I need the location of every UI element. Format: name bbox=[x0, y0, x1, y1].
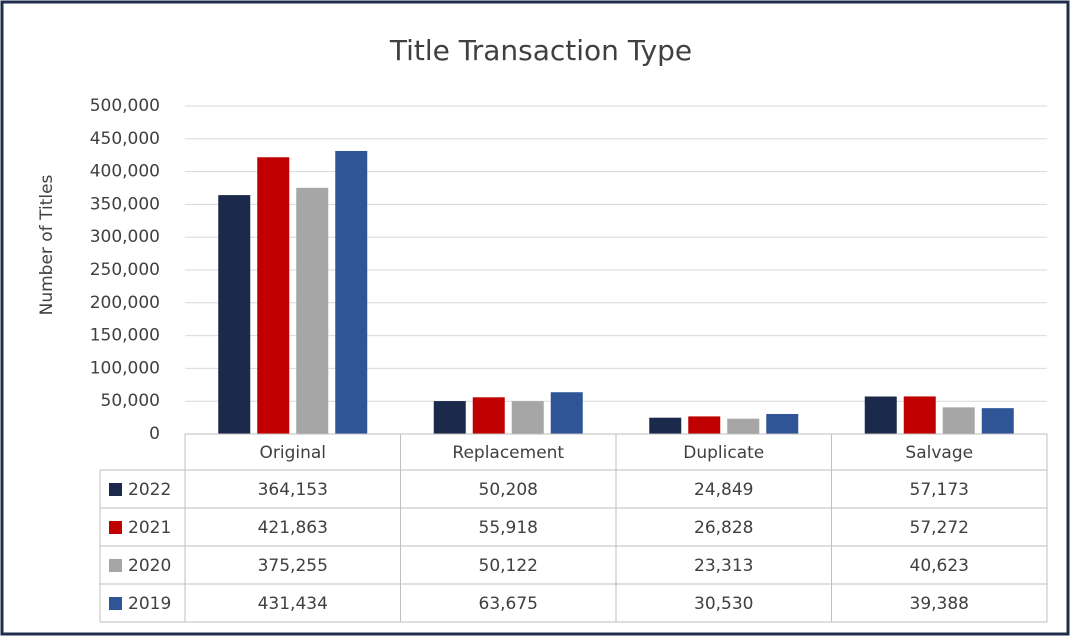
legend-label: 2019 bbox=[128, 594, 171, 614]
bar bbox=[511, 401, 544, 434]
legend-label: 2021 bbox=[128, 518, 171, 538]
data-label: 30,530 bbox=[694, 594, 753, 614]
y-tick-label: 200,000 bbox=[90, 293, 160, 313]
y-tick-label: 150,000 bbox=[90, 326, 160, 346]
y-tick-label: 350,000 bbox=[90, 194, 160, 214]
legend-key bbox=[109, 597, 122, 610]
data-label: 40,623 bbox=[910, 556, 969, 576]
x-tick-label: Original bbox=[259, 443, 326, 463]
bar bbox=[335, 150, 368, 434]
bar bbox=[433, 401, 466, 434]
bar bbox=[727, 418, 760, 434]
bar bbox=[257, 157, 290, 434]
y-tick-label: 300,000 bbox=[90, 227, 160, 247]
x-tick-label: Duplicate bbox=[683, 443, 764, 463]
data-label: 50,208 bbox=[479, 480, 538, 500]
legend-key bbox=[109, 521, 122, 534]
y-axis-label: Number of Titles bbox=[37, 174, 57, 315]
data-label: 57,173 bbox=[910, 480, 969, 500]
data-label: 50,122 bbox=[479, 556, 538, 576]
data-label: 26,828 bbox=[694, 518, 753, 538]
y-tick-label: 50,000 bbox=[101, 391, 160, 411]
y-tick-label: 450,000 bbox=[90, 129, 160, 149]
bar bbox=[981, 408, 1014, 434]
legend-label: 2020 bbox=[128, 556, 171, 576]
y-tick-label: 400,000 bbox=[90, 162, 160, 182]
bar bbox=[903, 396, 936, 434]
y-tick-label: 100,000 bbox=[90, 358, 160, 378]
bar bbox=[296, 187, 329, 434]
y-tick-label: 0 bbox=[149, 424, 160, 444]
data-label: 63,675 bbox=[479, 594, 538, 614]
bar bbox=[864, 396, 897, 434]
data-label: 364,153 bbox=[258, 480, 328, 500]
data-label: 55,918 bbox=[479, 518, 538, 538]
bar bbox=[472, 397, 505, 434]
bar bbox=[649, 417, 682, 434]
y-tick-label: 500,000 bbox=[90, 96, 160, 116]
x-tick-label: Salvage bbox=[905, 443, 973, 463]
x-tick-label: Replacement bbox=[452, 443, 564, 463]
data-label: 421,863 bbox=[258, 518, 328, 538]
y-tick-label: 250,000 bbox=[90, 260, 160, 280]
bar bbox=[766, 413, 799, 434]
data-label: 431,434 bbox=[258, 594, 328, 614]
bar bbox=[688, 416, 721, 434]
bar bbox=[550, 392, 583, 434]
data-label: 57,272 bbox=[910, 518, 969, 538]
legend-label: 2022 bbox=[128, 480, 171, 500]
bar bbox=[942, 407, 975, 434]
legend-key bbox=[109, 483, 122, 496]
data-label: 23,313 bbox=[694, 556, 753, 576]
data-label: 24,849 bbox=[694, 480, 753, 500]
bar bbox=[218, 195, 251, 434]
data-label: 375,255 bbox=[258, 556, 328, 576]
data-label: 39,388 bbox=[910, 594, 969, 614]
legend-key bbox=[109, 559, 122, 572]
chart-title: Title Transaction Type bbox=[389, 34, 692, 67]
